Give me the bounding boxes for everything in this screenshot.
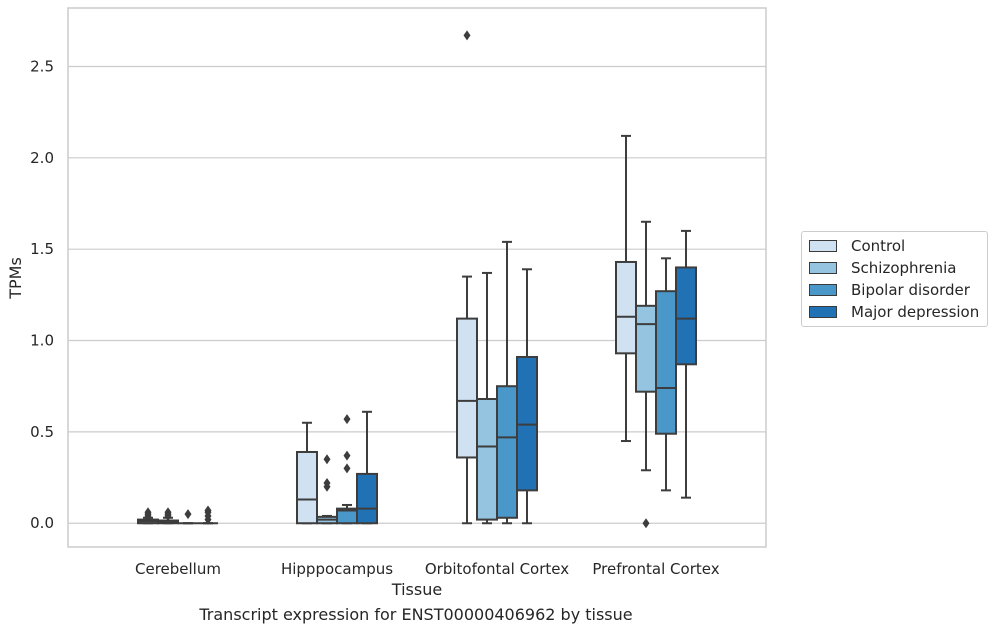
box-3-3 <box>675 229 697 499</box>
y-axis-label: TPMs <box>6 257 25 300</box>
box-1-1 <box>316 454 338 525</box>
iqr-box <box>635 304 657 393</box>
box-0-1 <box>157 507 179 525</box>
legend-label: Major depression <box>851 303 980 321</box>
box-3-2 <box>655 257 677 492</box>
box-0-3 <box>198 505 218 525</box>
legend-swatch-control <box>809 240 837 252</box>
box-2-1 <box>476 271 498 525</box>
x-tick-label: Orbitofontal Cortex <box>425 560 569 578</box>
iqr-box <box>655 290 677 435</box>
legend-label: Schizophrenia <box>851 259 957 277</box>
outlier-point <box>164 507 172 518</box>
legend: Control Schizophrenia Bipolar disorder M… <box>801 231 988 327</box>
legend-swatch-bipolar-disorder <box>809 284 837 296</box>
box-2-3 <box>516 268 538 525</box>
outlier-point <box>642 518 650 529</box>
outlier-point <box>343 463 351 474</box>
gridlines <box>68 65 766 524</box>
box-3-0 <box>615 134 637 443</box>
y-tick-label: 0.0 <box>30 514 54 532</box>
outlier-point <box>323 454 331 465</box>
y-tick-label: 2.0 <box>30 149 54 167</box>
y-tick-label: 1.0 <box>30 332 54 350</box>
box-0-2 <box>178 509 198 525</box>
legend-item-bipolar-disorder: Bipolar disorder <box>809 281 970 299</box>
x-tick-label: Cerebellum <box>135 560 221 578</box>
legend-label: Control <box>851 237 906 255</box>
outlier-point <box>204 505 212 516</box>
legend-label: Bipolar disorder <box>851 281 970 299</box>
legend-item-schizophrenia: Schizophrenia <box>809 259 956 277</box>
box-2-0 <box>456 30 478 525</box>
outlier-point <box>343 450 351 461</box>
box-plots <box>137 30 697 529</box>
axes: 0.0 0.5 1.0 1.5 2.0 2.5 Cerebellum Hipppocampus… <box>30 7 767 578</box>
box-1-3 <box>356 410 378 525</box>
y-tick-label: 0.5 <box>30 423 54 441</box>
x-tick-label: Hipppocampus <box>281 560 393 578</box>
iqr-box <box>476 398 498 521</box>
legend-item-control: Control <box>809 237 905 255</box>
y-tick-label: 1.5 <box>30 240 54 258</box>
iqr-box <box>496 385 518 519</box>
box-3-1 <box>635 220 657 529</box>
figure-caption: Transcript expression for ENST0000040696… <box>199 605 633 624</box>
x-tick-label: Prefrontal Cortex <box>592 560 719 578</box>
box-1-0 <box>296 421 318 525</box>
iqr-box <box>456 317 478 459</box>
box-0-0 <box>137 507 159 525</box>
box-2-2 <box>496 240 518 525</box>
box-1-2 <box>336 414 358 525</box>
outlier-point <box>144 507 152 518</box>
legend-swatch-major-depression <box>809 306 837 318</box>
iqr-box <box>675 266 697 366</box>
legend-swatch-schizophrenia <box>809 262 837 274</box>
iqr-box <box>296 450 318 525</box>
iqr-box <box>356 472 378 525</box>
outlier-point <box>323 478 331 489</box>
outlier-point <box>463 30 471 41</box>
x-axis-label: Tissue <box>391 580 442 599</box>
legend-item-major-depression: Major depression <box>809 303 979 321</box>
outlier-point <box>343 414 351 425</box>
plot-frame <box>67 7 767 548</box>
iqr-box <box>615 260 637 355</box>
outlier-point <box>184 509 192 520</box>
y-tick-label: 2.5 <box>30 57 54 75</box>
